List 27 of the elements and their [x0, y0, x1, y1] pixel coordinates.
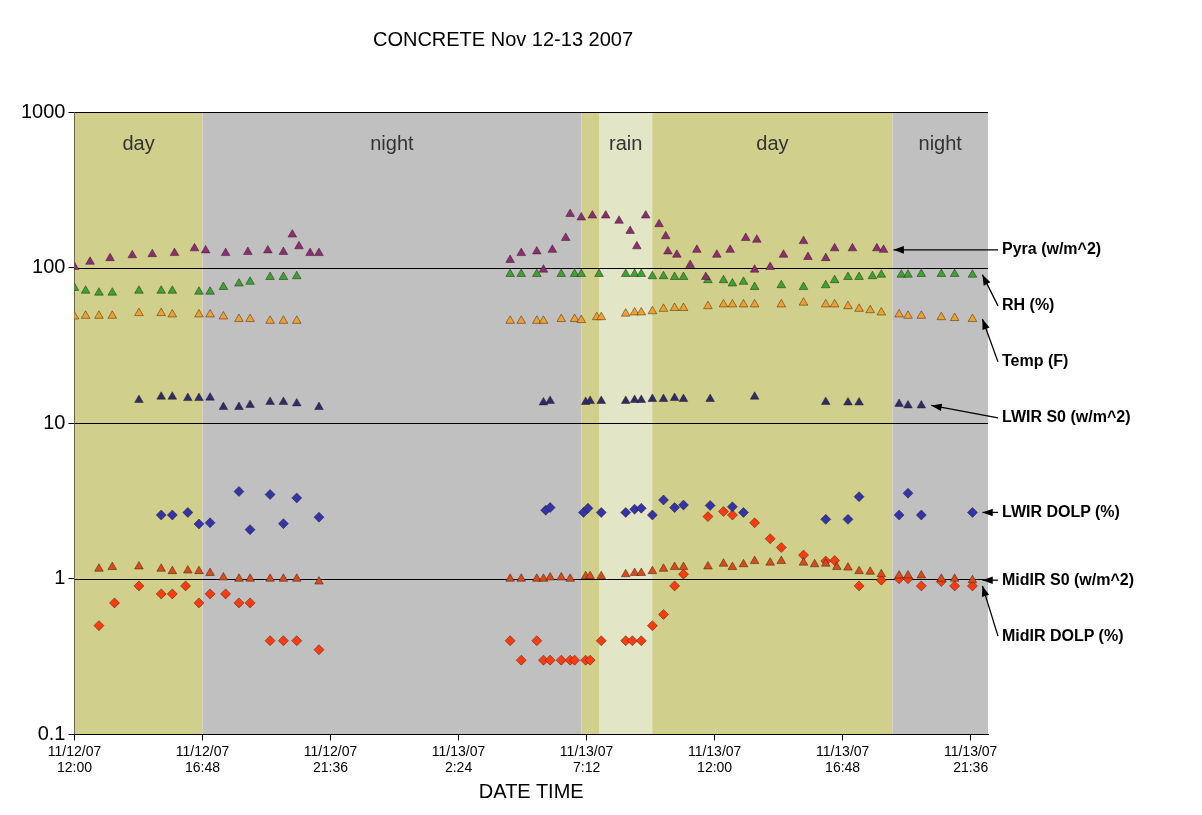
series-label: RH (%): [1002, 296, 1055, 314]
text: LWIR S0 (w/m^2): [1002, 408, 1131, 426]
x-axis-title: DATE TIME: [478, 779, 584, 802]
x-tick-label: 11/12/07 12:00: [47, 742, 102, 776]
y-tick-label: 10: [43, 410, 66, 433]
x-tick-label: 11/13/07 2:24: [431, 742, 486, 776]
x-tick-label: 11/13/07 21:36: [943, 742, 998, 776]
text: MidIR DOLP (%): [1002, 626, 1124, 644]
y-tick-label: 100: [32, 255, 66, 278]
text: Temp (F): [1002, 352, 1069, 370]
y-tick-label: 1: [54, 566, 66, 589]
x-tick-label: 11/13/07 16:48: [815, 742, 870, 776]
band-label: day: [756, 131, 789, 154]
text: Pyra (w/m^2): [1002, 240, 1102, 258]
x-tick-label: 11/12/07 16:48: [175, 742, 230, 776]
y-tick-label: 1000: [20, 99, 66, 122]
band-label: night: [918, 131, 963, 154]
series-label: LWIR DOLP (%): [1002, 502, 1120, 520]
x-tick-label: 11/13/07 7:12: [559, 742, 614, 776]
x-tick-label: 11/12/07 21:36: [303, 742, 358, 776]
band-label: day: [122, 131, 155, 154]
band-label: rain: [609, 131, 643, 154]
chart-title: CONCRETE Nov 12-13 2007: [372, 27, 634, 50]
series-label: MidIR S0 (w/m^2): [1002, 570, 1135, 588]
y-tick-label: 0.1: [37, 721, 66, 744]
x-tick-label: 11/13/07 12:00: [687, 742, 742, 776]
band-label: night: [370, 131, 415, 154]
